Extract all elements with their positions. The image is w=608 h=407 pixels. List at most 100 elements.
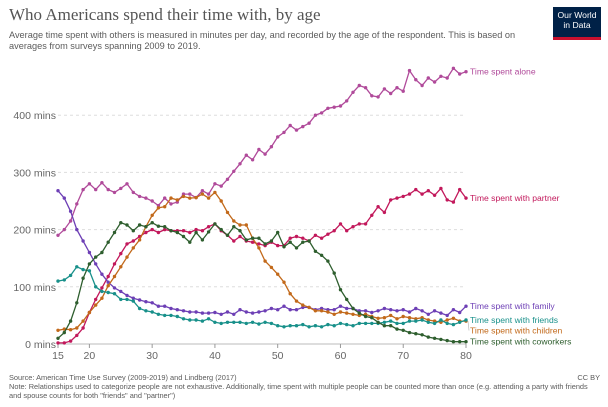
data-point[interactable] xyxy=(389,324,393,328)
data-point[interactable] xyxy=(451,340,456,344)
data-point[interactable] xyxy=(144,225,148,229)
data-point[interactable] xyxy=(131,229,135,233)
data-point[interactable] xyxy=(150,227,154,232)
data-point[interactable] xyxy=(181,194,186,199)
data-point[interactable] xyxy=(238,234,242,239)
data-point[interactable] xyxy=(395,327,399,331)
data-point[interactable] xyxy=(225,320,230,324)
data-point[interactable] xyxy=(62,196,66,200)
time-spent-with-friends-line[interactable] xyxy=(57,265,467,328)
owid-logo[interactable]: Our World in Data xyxy=(553,7,601,40)
data-point[interactable] xyxy=(345,306,349,311)
data-point[interactable] xyxy=(244,321,248,326)
data-point[interactable] xyxy=(458,187,462,192)
data-point[interactable] xyxy=(445,198,449,202)
data-point[interactable] xyxy=(257,322,261,326)
data-point[interactable] xyxy=(94,297,98,302)
data-point[interactable] xyxy=(194,227,198,232)
data-point[interactable] xyxy=(395,86,399,90)
data-point[interactable] xyxy=(363,86,368,90)
data-point[interactable] xyxy=(276,230,280,235)
data-point[interactable] xyxy=(62,227,66,232)
data-point[interactable] xyxy=(87,182,92,186)
data-point[interactable] xyxy=(219,312,223,316)
data-point[interactable] xyxy=(200,319,205,323)
data-point[interactable] xyxy=(175,230,179,235)
data-point[interactable] xyxy=(351,306,355,311)
data-point[interactable] xyxy=(213,190,217,195)
data-point[interactable] xyxy=(351,312,355,316)
time-spent-with-coworkers-label[interactable]: Time spent with coworkers xyxy=(470,337,571,347)
data-point[interactable] xyxy=(68,319,73,323)
data-point[interactable] xyxy=(257,147,261,152)
data-point[interactable] xyxy=(414,187,418,192)
data-point[interactable] xyxy=(420,83,424,88)
data-point[interactable] xyxy=(62,330,66,335)
data-point[interactable] xyxy=(175,314,179,319)
data-point[interactable] xyxy=(131,299,135,303)
data-point[interactable] xyxy=(250,320,255,324)
data-point[interactable] xyxy=(244,223,248,227)
time-spent-with-friends-series[interactable] xyxy=(56,265,468,329)
data-point[interactable] xyxy=(282,245,286,249)
data-point[interactable] xyxy=(119,221,123,225)
data-point[interactable] xyxy=(439,186,443,191)
data-point[interactable] xyxy=(75,202,79,206)
data-point[interactable] xyxy=(445,318,449,322)
data-point[interactable] xyxy=(200,229,205,233)
data-point[interactable] xyxy=(282,325,286,329)
data-point[interactable] xyxy=(389,91,393,96)
data-point[interactable] xyxy=(370,316,374,320)
data-point[interactable] xyxy=(257,246,261,250)
data-point[interactable] xyxy=(169,196,173,200)
data-point[interactable] xyxy=(56,279,60,283)
data-point[interactable] xyxy=(213,320,217,324)
data-point[interactable] xyxy=(112,190,117,195)
data-point[interactable] xyxy=(269,306,274,311)
data-point[interactable] xyxy=(319,309,324,313)
data-point[interactable] xyxy=(319,111,324,115)
data-point[interactable] xyxy=(307,305,311,310)
data-point[interactable] xyxy=(263,152,267,156)
time-spent-with-children-label[interactable]: Time spent with children xyxy=(470,325,563,335)
data-point[interactable] xyxy=(94,262,98,266)
data-point[interactable] xyxy=(238,320,242,324)
data-point[interactable] xyxy=(307,325,311,329)
data-point[interactable] xyxy=(137,238,142,242)
data-point[interactable] xyxy=(332,308,336,312)
data-point[interactable] xyxy=(156,230,161,235)
data-point[interactable] xyxy=(144,230,148,235)
data-point[interactable] xyxy=(389,308,393,312)
data-point[interactable] xyxy=(94,255,98,259)
data-point[interactable] xyxy=(206,311,211,315)
data-point[interactable] xyxy=(451,322,456,327)
data-point[interactable] xyxy=(426,312,430,316)
data-point[interactable] xyxy=(301,240,305,244)
data-point[interactable] xyxy=(62,278,66,282)
data-point[interactable] xyxy=(56,233,60,237)
data-point[interactable] xyxy=(219,199,223,203)
data-point[interactable] xyxy=(276,324,280,328)
data-point[interactable] xyxy=(200,192,205,196)
data-point[interactable] xyxy=(370,94,374,98)
data-point[interactable] xyxy=(319,253,324,257)
data-point[interactable] xyxy=(432,80,437,84)
data-point[interactable] xyxy=(345,99,349,103)
data-point[interactable] xyxy=(106,290,110,295)
data-point[interactable] xyxy=(163,196,167,200)
data-point[interactable] xyxy=(382,306,387,311)
data-point[interactable] xyxy=(458,72,462,76)
data-point[interactable] xyxy=(81,319,85,323)
data-point[interactable] xyxy=(288,324,292,328)
data-point[interactable] xyxy=(131,190,135,195)
data-point[interactable] xyxy=(194,195,198,200)
data-point[interactable] xyxy=(382,320,387,324)
data-point[interactable] xyxy=(188,192,192,196)
data-point[interactable] xyxy=(244,310,248,314)
data-point[interactable] xyxy=(313,233,318,237)
data-point[interactable] xyxy=(294,308,299,312)
data-point[interactable] xyxy=(301,303,305,307)
data-point[interactable] xyxy=(464,70,468,74)
time-spent-with-coworkers-series[interactable] xyxy=(56,221,468,344)
data-point[interactable] xyxy=(288,236,292,240)
